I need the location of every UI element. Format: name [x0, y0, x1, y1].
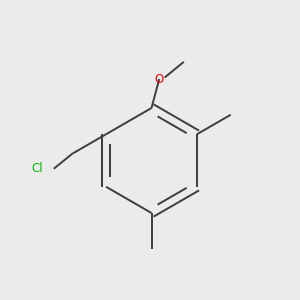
Text: Cl: Cl — [32, 162, 43, 175]
Text: O: O — [154, 73, 164, 85]
